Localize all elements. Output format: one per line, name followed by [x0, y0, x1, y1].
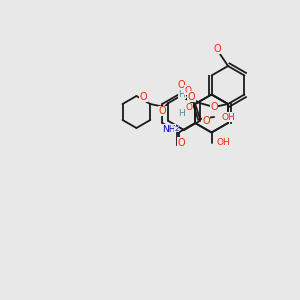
Text: H: H [178, 110, 184, 118]
Text: O: O [186, 103, 193, 112]
Text: H: H [178, 89, 185, 98]
Text: 2: 2 [174, 126, 178, 132]
Text: OH: OH [217, 138, 230, 147]
Text: O: O [178, 80, 185, 89]
Text: OH: OH [221, 112, 235, 122]
Text: O: O [213, 44, 221, 54]
Text: O: O [202, 116, 210, 126]
Text: O: O [210, 102, 218, 112]
Text: O: O [188, 92, 196, 101]
Text: O: O [140, 92, 147, 102]
Text: NH: NH [162, 124, 175, 134]
Text: O: O [178, 137, 185, 148]
Text: O: O [159, 106, 166, 116]
Text: O: O [184, 85, 191, 94]
